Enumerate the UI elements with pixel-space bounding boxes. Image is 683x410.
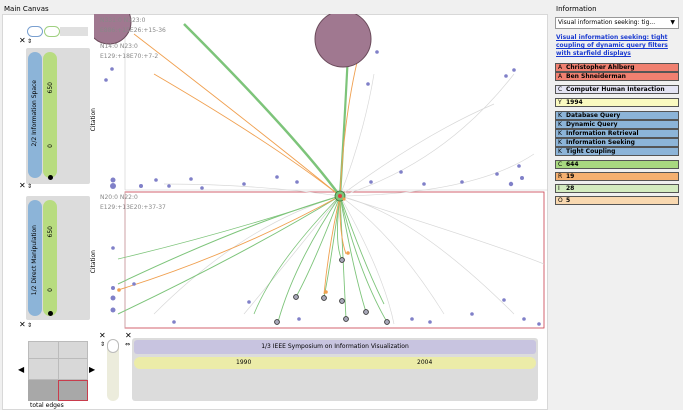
graph-canvas[interactable] — [94, 14, 548, 334]
paper-nodes — [104, 50, 541, 326]
close-icon[interactable]: ✕ — [99, 331, 106, 340]
close-icon[interactable]: ✕ — [19, 320, 26, 329]
reference-count-row[interactable]: R 19 — [555, 172, 679, 181]
author-row[interactable]: A Christopher Ahlberg — [555, 63, 679, 72]
paper-node-large — [94, 14, 132, 45]
citation-edges — [117, 23, 388, 323]
range-bar-green-2[interactable] — [43, 200, 57, 316]
paper-dropdown[interactable]: Visual information seeking: tig... ▼ — [555, 17, 679, 29]
neighbor-nodes — [274, 257, 390, 325]
resize-h-icon[interactable]: ⇔ — [125, 341, 131, 348]
range-handle-2[interactable] — [48, 311, 53, 316]
range-bar-blue-2[interactable] — [28, 200, 42, 316]
year-row[interactable]: Y 1994 — [555, 98, 679, 107]
close-icon[interactable]: ✕ — [125, 331, 132, 340]
info-panel-title: Information — [556, 5, 597, 13]
close-icon[interactable]: ✕ — [19, 36, 26, 45]
view-toggle-blue[interactable] — [27, 26, 43, 37]
timeline-range[interactable] — [134, 357, 536, 369]
resize-icon[interactable]: ⇕ — [27, 183, 33, 190]
vertical-slider-track[interactable] — [107, 339, 119, 401]
minimap-divider-h — [28, 358, 88, 359]
vertical-slider-knob[interactable] — [107, 339, 119, 353]
keyword-row[interactable]: K Database Query — [555, 111, 679, 120]
close-icon[interactable]: ✕ — [19, 181, 26, 190]
arrow-right-icon[interactable]: ▶ — [89, 365, 96, 374]
timeline-title: 1/3 IEEE Symposium on Information Visual… — [261, 343, 409, 350]
reference-edges — [117, 33, 360, 295]
keyword-row[interactable]: K Dynamic Query — [555, 120, 679, 129]
range-bar-blue-1[interactable] — [28, 52, 42, 178]
range-bottom-value-1: 0 — [47, 144, 54, 148]
minimap-divider-h2 — [28, 379, 88, 380]
background-edges — [153, 73, 545, 325]
paper-title-link[interactable]: Visual information seeking: tight coupli… — [556, 34, 668, 57]
resize-icon[interactable]: ⇕ — [27, 322, 33, 329]
author-row[interactable]: A Ben Shneiderman — [555, 72, 679, 81]
timeline-start: 1990 — [236, 359, 252, 366]
minimap-selection[interactable] — [58, 380, 88, 401]
range-bottom-value-2: 0 — [47, 288, 54, 292]
selection-box — [124, 191, 545, 329]
range-top-value-1: 650 — [47, 82, 54, 94]
citation-count-row[interactable]: C 644 — [555, 160, 679, 169]
plot-top-axis-label: Citation — [90, 108, 97, 132]
keyword-row[interactable]: K Tight Coupling — [555, 147, 679, 156]
minimap-divider-v — [58, 341, 59, 401]
range-top-value-2: 650 — [47, 226, 54, 238]
plot-bottom-axis-label: Citation — [90, 250, 97, 274]
main-canvas-title: Main Canvas — [4, 5, 49, 13]
space-label-2: 1/2 Direct Manipulation — [31, 225, 38, 296]
paper-node-large — [314, 14, 372, 68]
keyword-row[interactable]: K Information Retrieval — [555, 129, 679, 138]
toggle-track — [60, 27, 88, 36]
timeline-end: 2004 — [417, 359, 433, 366]
chevron-down-icon: ▼ — [670, 19, 675, 26]
keyword-row[interactable]: K Information Seeking — [555, 138, 679, 147]
plot-top-header-3: N14:0 N23:0 — [100, 43, 138, 50]
plot-bottom-header-2: E129:+13E20:+37-37 — [100, 204, 166, 211]
plot-top-header-2: E886:+15E26:+15-36 — [100, 27, 166, 34]
total-edges-label: total edges — [30, 402, 64, 409]
plot-bottom-header-1: N20:0 N22:0 — [100, 194, 138, 201]
timeline-title-bar — [134, 340, 536, 354]
view-toggle-green[interactable] — [44, 26, 60, 37]
resize-icon[interactable]: ⇕ — [27, 38, 33, 45]
incoming-count-row[interactable]: I 28 — [555, 184, 679, 193]
resize-icon[interactable]: ⇕ — [100, 341, 106, 348]
paper-dropdown-value: Visual information seeking: tig... — [558, 19, 656, 26]
conference-row[interactable]: C Computer Human Interaction — [555, 85, 679, 94]
range-bar-green-1[interactable] — [43, 52, 57, 178]
arrow-left-icon[interactable]: ◀ — [18, 365, 25, 374]
space-label-1: 2/2 Information Space — [31, 80, 38, 147]
plot-top-header-4: E129:+18E70:+7-2 — [100, 53, 159, 60]
range-handle-1[interactable] — [48, 175, 53, 180]
plot-top-header-1: N331:0 N323:0 — [100, 17, 146, 24]
reference-nodes — [117, 197, 350, 294]
